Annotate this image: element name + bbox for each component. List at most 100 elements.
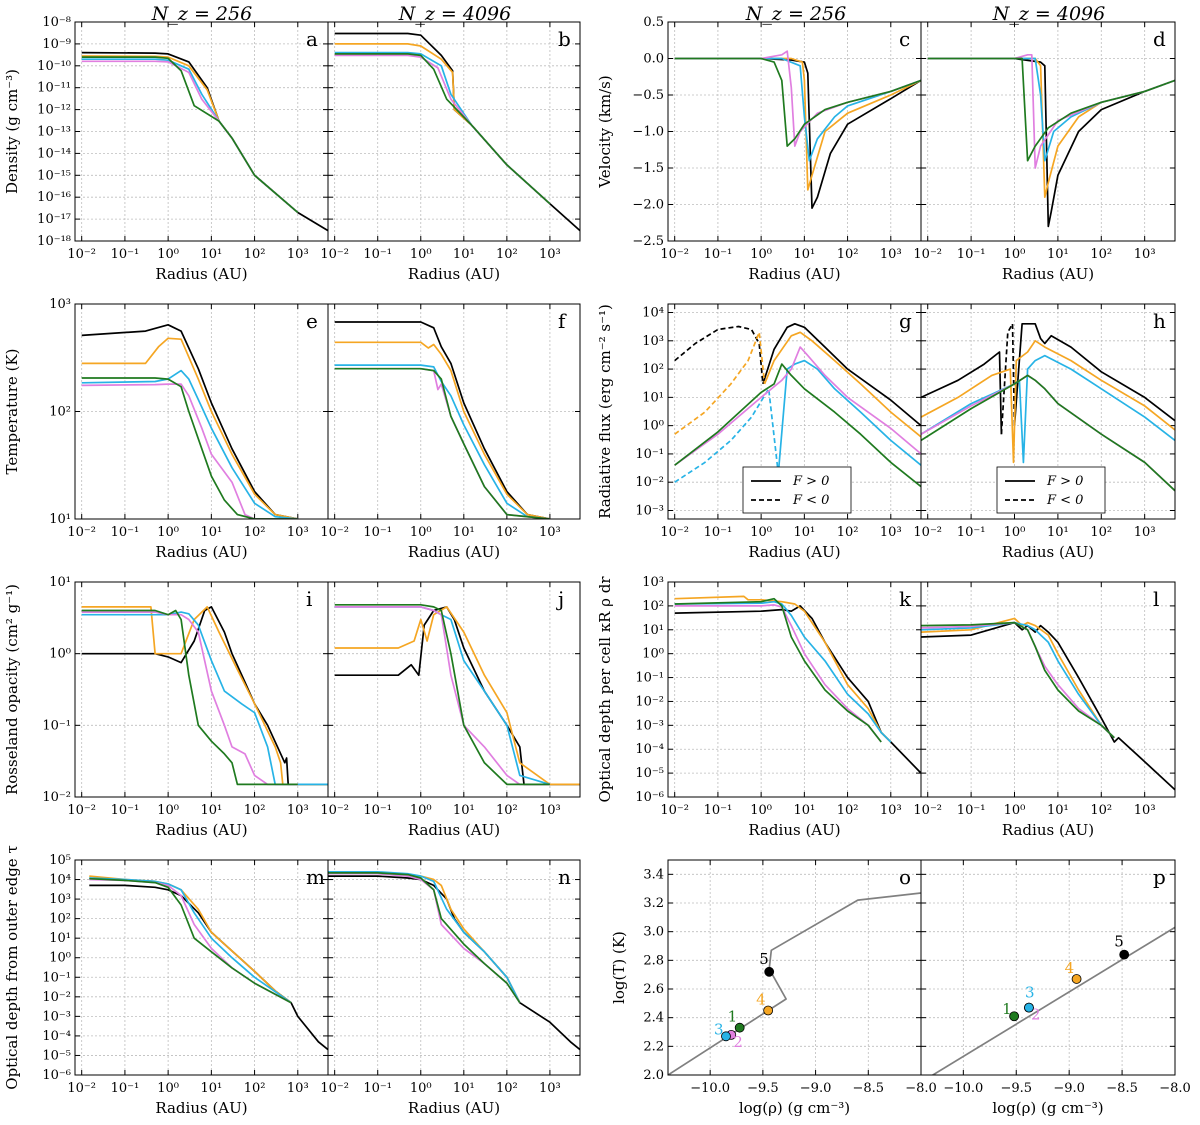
y-tick-label: 10⁻¹¹ [37,81,71,96]
x-tick-label: 10¹ [453,1081,475,1096]
x-tick-label: 10³ [539,247,561,262]
panel-o: −10.0 −9.5 −9.0 −8.5 −8.0 2.0 2.2 2.4 2.6 2.8 3.0 3… [610,859,937,1117]
x-tick-label: 10⁻² [320,1081,349,1096]
x-tick-label: 10⁻² [67,525,96,540]
grid-o [668,860,922,1076]
x-tick-label: 10⁻¹ [704,803,733,818]
series-line-cyan [81,369,298,519]
series-line-green [328,872,521,1004]
y-tick-label: −2.5 [632,234,664,249]
series-line-black [334,32,580,232]
x-tick-label: 10³ [1134,525,1156,540]
y-tick-label: 10⁻¹⁴ [37,146,71,161]
x-tick-labels-h: 10⁻² 10⁻¹ 10⁰ 10¹ 10² 10³ [913,525,1155,540]
x-tick-label: 10² [1090,247,1112,262]
x-tick-label: 10⁻¹ [111,803,140,818]
series-line-black [1013,322,1175,426]
series-group-d [927,53,1175,228]
legend-label-dashed: F < 0 [792,493,829,508]
y-tick-label: 10⁻¹ [635,671,664,686]
series-line-black [921,351,1003,435]
series-line-cyan [81,58,299,214]
legend-g: F > 0 F < 0 [742,466,852,514]
x-tick-label: 10² [496,525,518,540]
y-tick-label: 10⁻⁸ [42,15,71,30]
series-line-orange [921,617,1115,739]
x-tick-label: 10² [496,247,518,262]
series-line-cyan [674,600,892,743]
grid-k [668,581,921,798]
y-tick-label: 10¹ [642,390,664,405]
y-tick-label: 10⁵ [49,853,71,868]
y-tick-label: −0.5 [632,88,664,103]
y-tick-label: −1.0 [632,125,664,140]
x-tick-label: 10⁻² [913,525,942,540]
series-line-violet [81,383,298,519]
panel-p: −10.0 −9.5 −9.0 −8.5 −8.0 log(ρ) (g cm⁻³) 1 2 3 4… [920,859,1191,1117]
series-line-orange [927,57,1175,199]
panel-frame [920,859,1176,1076]
panel-h: 10⁻² 10⁻¹ 10⁰ 10¹ 10² 10³ Radius (AU) F > 0 F < … [913,303,1176,561]
grid-p [921,860,1176,1076]
x-tick-label: 10⁰ [410,525,432,540]
panel-letter: n [558,865,571,889]
series-group-p [931,926,1175,1075]
panel-letter: f [558,309,567,333]
series-line-orange [89,875,292,1004]
y-tick-label: 10³ [49,297,71,312]
series-group-n [328,870,580,1051]
x-tick-label: 10³ [287,803,309,818]
series-line-black [921,621,1175,791]
point-label-1: 1 [728,1008,738,1026]
grid-l [921,581,1175,798]
x-tick-labels-e: 10⁻² 10⁻¹ 10⁰ 10¹ 10² 10³ [67,525,308,540]
series-line-orange [674,331,766,435]
series-line-violet [334,54,551,205]
x-tick-label: 10² [244,1081,266,1096]
point-label-4: 4 [756,991,766,1009]
x-tick-labels-a: 10⁻² 10⁻¹ 10⁰ 10¹ 10² 10³ [67,247,308,262]
x-tick-label: 10⁻¹ [957,525,986,540]
panel-letter: o [899,865,911,889]
series-line-violet [927,53,1175,169]
y-tick-label: 10⁻¹² [37,103,71,118]
y-tick-label: −1.5 [632,161,664,176]
x-axis-label: Radius (AU) [155,265,247,283]
x-tick-label: 10⁰ [750,247,772,262]
x-tick-labels-n: 10⁻² 10⁻¹ 10⁰ 10¹ 10² 10³ [320,1081,560,1096]
y-tick-label: 10⁻¹ [635,447,664,462]
x-tick-label: −8.5 [1106,1081,1138,1096]
series-line-green [334,53,551,205]
panel-letter: e [306,309,318,333]
y-tick-label: 10⁰ [49,951,71,966]
x-tick-label: 10⁰ [750,525,772,540]
x-tick-label: 10¹ [200,247,222,262]
y-tick-label: 10³ [642,575,664,590]
y-tick-label: 3.4 [643,867,664,882]
panel-frame [667,859,922,1076]
point-4 [1071,974,1082,984]
series-line-black [81,606,328,786]
point-5 [764,966,775,977]
y-tick-label: 10⁻⁵ [635,766,664,781]
x-tick-label: 10³ [287,247,309,262]
x-tick-label: 10⁰ [410,803,432,818]
y-tick-label: −2.0 [632,198,664,213]
series-line-green [674,363,921,488]
series-group-g [674,322,921,488]
x-axis-label: log(ρ) (g cm⁻³) [739,1099,850,1117]
series-group-f [334,321,551,519]
x-tick-label: −9.5 [1000,1081,1032,1096]
series-line-cyan [674,387,780,483]
series-line-black [81,323,298,519]
panel-frame [327,303,581,520]
y-tick-label: 10⁰ [642,419,664,434]
y-tick-label: 10⁻¹⁵ [37,168,71,183]
y-tick-label: 0.5 [643,15,664,30]
x-tick-label: −9.0 [800,1081,832,1096]
x-tick-labels-l: 10⁻² 10⁻¹ 10⁰ 10¹ 10² 10³ [913,803,1155,818]
x-tick-label: 10⁻¹ [363,525,392,540]
y-tick-label: 10³ [49,892,71,907]
x-tick-label: 10⁻¹ [111,1081,140,1096]
x-tick-label: 10¹ [793,803,815,818]
